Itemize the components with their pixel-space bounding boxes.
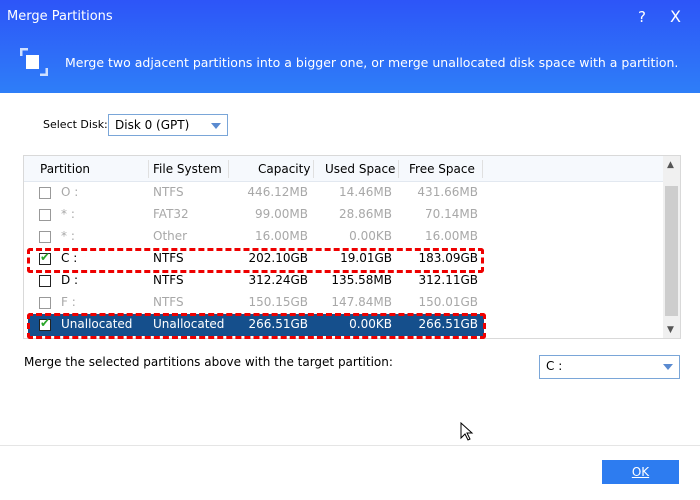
ok-button[interactable]: OK bbox=[602, 460, 679, 484]
mouse-cursor-icon bbox=[460, 422, 474, 441]
cell-free: 16.00MB bbox=[425, 229, 478, 243]
disk-select[interactable]: Disk 0 (GPT) bbox=[108, 114, 228, 136]
table-row[interactable]: ✔ C : NTFS 202.10GB 19.01GB 183.09GB bbox=[28, 248, 484, 270]
cell-capacity: 446.12MB bbox=[247, 185, 308, 199]
highlight-c bbox=[27, 248, 484, 273]
cell-partition: D : bbox=[61, 273, 79, 287]
banner-description: Merge two adjacent partitions into a big… bbox=[65, 55, 679, 70]
cell-capacity: 150.15GB bbox=[248, 295, 308, 309]
cell-used: 0.00KB bbox=[349, 229, 392, 243]
row-checkbox[interactable] bbox=[39, 231, 51, 243]
cell-used: 147.84MB bbox=[331, 295, 392, 309]
cell-used: 14.46MB bbox=[339, 185, 392, 199]
cell-capacity: 99.00MB bbox=[255, 207, 308, 221]
cell-partition: F : bbox=[61, 295, 76, 309]
cell-free: 266.51GB bbox=[418, 317, 478, 331]
target-select-value: C : bbox=[546, 359, 563, 373]
cell-partition: * : bbox=[61, 229, 75, 243]
cell-partition: C : bbox=[61, 251, 78, 265]
chevron-down-icon bbox=[663, 364, 673, 370]
col-partition[interactable]: Partition bbox=[40, 162, 91, 176]
cell-free: 431.66MB bbox=[417, 185, 478, 199]
scrollbar[interactable]: ▲ ▼ bbox=[663, 156, 680, 338]
header-banner: Merge Partitions ? X Merge two adjacent … bbox=[0, 0, 700, 93]
cell-capacity: 312.24GB bbox=[248, 273, 308, 287]
help-button[interactable]: ? bbox=[638, 8, 646, 26]
cell-partition: Unallocated bbox=[61, 317, 133, 331]
col-capacity[interactable]: Capacity bbox=[258, 162, 311, 176]
cell-free: 183.09GB bbox=[418, 251, 478, 265]
cell-file-system: Other bbox=[153, 229, 188, 243]
check-icon: ✔ bbox=[40, 250, 51, 264]
cell-used: 28.86MB bbox=[339, 207, 392, 221]
cell-file-system: NTFS bbox=[153, 295, 184, 309]
cell-file-system: NTFS bbox=[153, 273, 184, 287]
cell-free: 150.01GB bbox=[418, 295, 478, 309]
cell-free: 312.11GB bbox=[418, 273, 478, 287]
table-row[interactable]: O : NTFS 446.12MB 14.46MB 431.66MB bbox=[28, 182, 484, 204]
table-row[interactable]: ✔ Unallocated Unallocated 266.51GB 0.00K… bbox=[28, 314, 484, 336]
cell-capacity: 16.00MB bbox=[255, 229, 308, 243]
cell-file-system: Unallocated bbox=[153, 317, 225, 331]
scroll-down-icon[interactable]: ▼ bbox=[667, 325, 674, 335]
check-icon: ✔ bbox=[40, 316, 51, 330]
table-row[interactable]: * : Other 16.00MB 0.00KB 16.00MB bbox=[28, 226, 484, 248]
table-row[interactable]: * : FAT32 99.00MB 28.86MB 70.14MB bbox=[28, 204, 484, 226]
close-button[interactable]: X bbox=[670, 7, 681, 26]
cell-file-system: FAT32 bbox=[153, 207, 189, 221]
row-checkbox[interactable]: ✔ bbox=[39, 250, 51, 265]
cell-file-system: NTFS bbox=[153, 251, 184, 265]
scroll-up-icon[interactable]: ▲ bbox=[667, 160, 674, 170]
row-checkbox[interactable] bbox=[39, 187, 51, 199]
cell-free: 70.14MB bbox=[425, 207, 478, 221]
cell-file-system: NTFS bbox=[153, 185, 184, 199]
cell-used: 19.01GB bbox=[340, 251, 392, 265]
select-disk-label: Select Disk: bbox=[43, 118, 108, 131]
row-checkbox[interactable]: ✔ bbox=[39, 316, 51, 331]
highlight-unallocated bbox=[27, 313, 486, 339]
cell-used: 135.58MB bbox=[331, 273, 392, 287]
merge-icon bbox=[20, 48, 48, 76]
cell-capacity: 202.10GB bbox=[248, 251, 308, 265]
col-file-system[interactable]: File System bbox=[153, 162, 222, 176]
cell-capacity: 266.51GB bbox=[248, 317, 308, 331]
col-free-space[interactable]: Free Space bbox=[409, 162, 475, 176]
target-label: Merge the selected partitions above with… bbox=[24, 355, 393, 369]
window-title: Merge Partitions bbox=[7, 9, 113, 24]
table-row[interactable]: F : NTFS 150.15GB 147.84MB 150.01GB bbox=[28, 292, 484, 314]
chevron-down-icon bbox=[211, 123, 221, 129]
partition-table: Partition File System Capacity Used Spac… bbox=[23, 155, 681, 339]
cell-partition: O : bbox=[61, 185, 79, 199]
table-header: Partition File System Capacity Used Spac… bbox=[24, 156, 664, 182]
row-checkbox[interactable] bbox=[39, 209, 51, 221]
row-checkbox[interactable] bbox=[39, 275, 51, 287]
disk-select-value: Disk 0 (GPT) bbox=[115, 118, 190, 132]
row-checkbox[interactable] bbox=[39, 297, 51, 309]
table-row[interactable]: D : NTFS 312.24GB 135.58MB 312.11GB bbox=[28, 270, 484, 292]
scrollbar-thumb[interactable] bbox=[665, 186, 678, 316]
footer-divider bbox=[0, 445, 700, 446]
col-used-space[interactable]: Used Space bbox=[325, 162, 396, 176]
cell-used: 0.00KB bbox=[349, 317, 392, 331]
cell-partition: * : bbox=[61, 207, 75, 221]
target-partition-select[interactable]: C : bbox=[539, 355, 680, 379]
